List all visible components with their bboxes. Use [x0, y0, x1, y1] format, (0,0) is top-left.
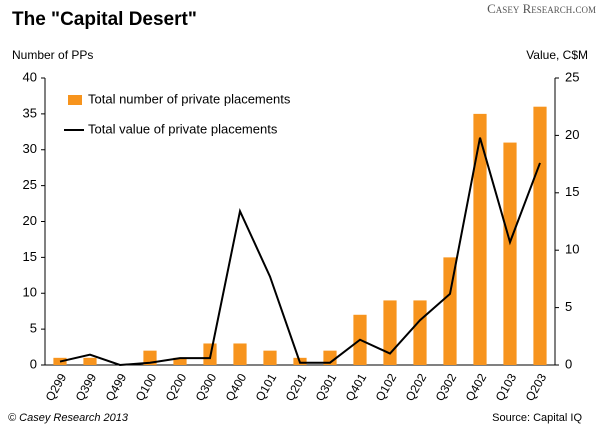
x-tick-label: Q499	[103, 371, 130, 404]
x-tick-label: Q301	[313, 371, 340, 404]
bar	[413, 300, 427, 365]
line	[59, 137, 541, 367]
bar	[383, 300, 397, 365]
bar	[83, 357, 97, 365]
y-tick-label: 10	[23, 285, 37, 300]
x-tick-label: Q401	[343, 371, 370, 404]
x-tick-label: Q399	[73, 371, 100, 404]
y2-tick-label: 25	[565, 69, 579, 84]
y2-axis-label: Value, C$M	[526, 48, 588, 62]
y-tick-label: 35	[23, 105, 37, 120]
chart-title: The "Capital Desert"	[12, 9, 197, 30]
x-tick-label: Q101	[253, 371, 280, 404]
y2-tick-label: 15	[565, 184, 579, 199]
y2-tick-label: 10	[565, 242, 579, 257]
y2-tick-label: 0	[565, 356, 572, 371]
y-tick-label: 25	[23, 177, 37, 192]
x-tick-label: Q103	[493, 371, 520, 404]
x-tick-label: Q400	[223, 371, 250, 404]
x-tick-label: Q200	[163, 371, 190, 404]
x-tick-label: Q300	[193, 371, 220, 404]
x-tick-label: Q299	[43, 371, 70, 404]
bar	[233, 343, 247, 365]
bar	[263, 350, 277, 365]
bar	[473, 113, 487, 365]
x-tick-label: Q202	[403, 371, 430, 404]
copyright: © Casey Research 2013	[8, 412, 129, 424]
y2-tick-label: 20	[565, 127, 579, 142]
x-tick-label: Q402	[463, 371, 490, 404]
y-tick-label: 5	[30, 321, 37, 336]
x-tick-label: Q201	[283, 371, 310, 404]
bar	[173, 357, 187, 365]
x-tick-label: Q203	[523, 371, 550, 404]
y-tick-label: 20	[23, 213, 37, 228]
x-tick-label: Q100	[133, 371, 160, 404]
y2-tick-label: 5	[565, 299, 572, 314]
brand: Casey Research.com	[487, 1, 596, 16]
y-axis-label: Number of PPs	[12, 48, 93, 62]
x-tick-label: Q302	[433, 371, 460, 404]
y-tick-label: 40	[23, 69, 37, 84]
legend-swatch	[68, 95, 82, 105]
y-tick-label: 15	[23, 249, 37, 264]
y-tick-label: 0	[30, 356, 37, 371]
y-tick-label: 30	[23, 141, 37, 156]
x-tick-label: Q102	[373, 371, 400, 404]
legend-label: Total value of private placements	[88, 121, 278, 136]
bar	[443, 257, 457, 365]
bar	[533, 106, 547, 365]
source: Source: Capital IQ	[492, 412, 582, 424]
bar	[503, 142, 517, 365]
legend-label: Total number of private placements	[88, 91, 291, 106]
